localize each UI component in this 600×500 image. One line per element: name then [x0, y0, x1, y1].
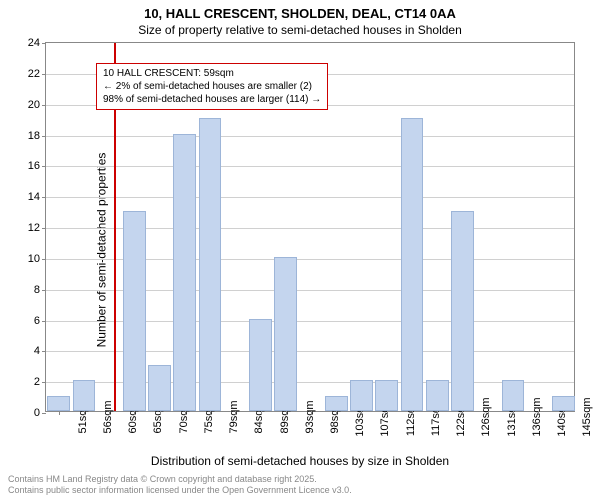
footer-line1: Contains HM Land Registry data © Crown c… — [8, 474, 352, 486]
ytick-label: 18 — [28, 130, 40, 142]
ytick-mark — [42, 321, 46, 322]
bar — [199, 118, 222, 411]
xtick-mark — [210, 411, 211, 415]
bar — [249, 319, 272, 412]
xtick-mark — [513, 411, 514, 415]
gridline — [46, 197, 574, 198]
chart-title-main: 10, HALL CRESCENT, SHOLDEN, DEAL, CT14 0… — [0, 6, 600, 21]
footer: Contains HM Land Registry data © Crown c… — [8, 474, 352, 497]
xtick-mark — [59, 411, 60, 415]
xtick-mark — [437, 411, 438, 415]
plot-area: 02468101214161820222451sqm56sqm60sqm65sq… — [45, 42, 575, 412]
ytick-mark — [42, 351, 46, 352]
chart-title-sub: Size of property relative to semi-detach… — [0, 23, 600, 37]
xtick-mark — [462, 411, 463, 415]
xtick-mark — [84, 411, 85, 415]
xtick-mark — [412, 411, 413, 415]
chart-container: 02468101214161820222451sqm56sqm60sqm65sq… — [45, 42, 575, 412]
xtick-mark — [134, 411, 135, 415]
bar — [123, 211, 146, 411]
ytick-mark — [42, 166, 46, 167]
ytick-label: 22 — [28, 68, 40, 80]
ytick-label: 10 — [28, 253, 40, 265]
xtick-mark — [160, 411, 161, 415]
ytick-label: 14 — [28, 191, 40, 203]
gridline — [46, 166, 574, 167]
bar — [274, 257, 297, 411]
xtick-mark — [563, 411, 564, 415]
gridline — [46, 136, 574, 137]
bar — [173, 134, 196, 412]
xtick-mark — [261, 411, 262, 415]
xtick-mark — [361, 411, 362, 415]
footer-line2: Contains public sector information licen… — [8, 485, 352, 497]
xtick-mark — [109, 411, 110, 415]
ytick-label: 4 — [34, 345, 40, 357]
annotation-line2: ← 2% of semi-detached houses are smaller… — [103, 80, 321, 93]
ytick-mark — [42, 136, 46, 137]
x-axis-label: Distribution of semi-detached houses by … — [0, 454, 600, 468]
xtick-mark — [336, 411, 337, 415]
xtick-label: 145sqm — [563, 397, 593, 436]
ytick-label: 2 — [34, 376, 40, 388]
xtick-mark — [286, 411, 287, 415]
ytick-label: 6 — [34, 315, 40, 327]
annotation-box: 10 HALL CRESCENT: 59sqm← 2% of semi-deta… — [96, 63, 328, 110]
xtick-mark — [311, 411, 312, 415]
ytick-mark — [42, 290, 46, 291]
ytick-mark — [42, 413, 46, 414]
ytick-label: 16 — [28, 160, 40, 172]
ytick-label: 0 — [34, 407, 40, 419]
ytick-label: 20 — [28, 99, 40, 111]
annotation-line1: 10 HALL CRESCENT: 59sqm — [103, 67, 321, 80]
ytick-mark — [42, 74, 46, 75]
ytick-mark — [42, 259, 46, 260]
bar — [451, 211, 474, 411]
xtick-mark — [538, 411, 539, 415]
xtick-mark — [185, 411, 186, 415]
ytick-mark — [42, 197, 46, 198]
ytick-label: 8 — [34, 284, 40, 296]
ytick-mark — [42, 43, 46, 44]
xtick-mark — [235, 411, 236, 415]
bar — [401, 118, 424, 411]
ytick-label: 12 — [28, 222, 40, 234]
xtick-mark — [387, 411, 388, 415]
ytick-label: 24 — [28, 37, 40, 49]
annotation-line3: 98% of semi-detached houses are larger (… — [103, 93, 321, 106]
xtick-mark — [488, 411, 489, 415]
ytick-mark — [42, 382, 46, 383]
ytick-mark — [42, 105, 46, 106]
ytick-mark — [42, 228, 46, 229]
